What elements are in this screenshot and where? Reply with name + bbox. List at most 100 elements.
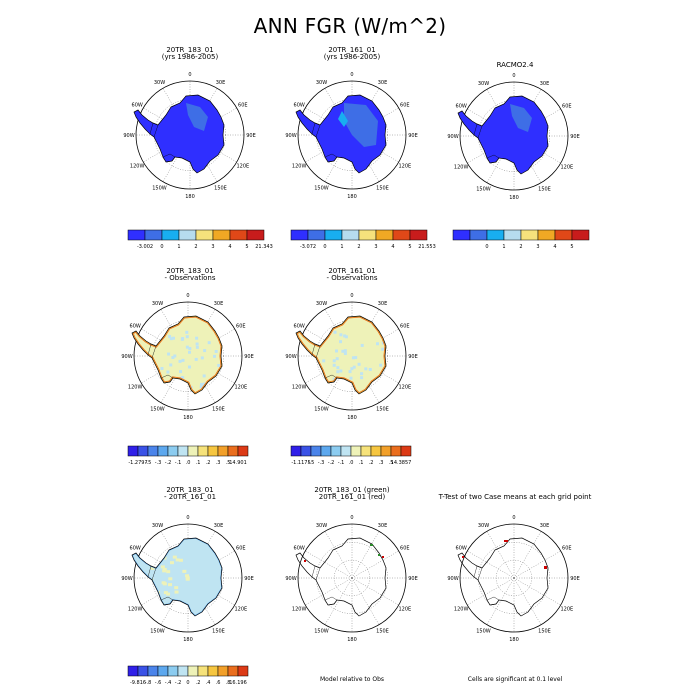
ice-shelf	[311, 122, 321, 138]
longitude-line	[143, 107, 191, 136]
longitude-label: 90E	[408, 576, 418, 582]
colorbar-label: -.2	[175, 680, 182, 686]
colorbar-label: -.6	[155, 680, 162, 686]
data-cell	[354, 356, 358, 360]
longitude-label: 120E	[236, 163, 249, 169]
longitude-label: 60E	[400, 545, 410, 551]
data-cell	[185, 335, 189, 339]
red-cell	[382, 556, 384, 558]
data-cell	[166, 570, 171, 574]
longitude-label: 120W	[292, 163, 307, 169]
data-cell	[160, 565, 165, 569]
colorbar-segment	[161, 229, 180, 241]
colorbar-1: -3.002 0 1 2 3 4 5 21.343	[118, 228, 274, 256]
colorbar-label: .0	[349, 460, 354, 466]
longitude-label: 0	[512, 515, 515, 521]
longitude-label: 30W	[316, 523, 327, 529]
data-cell	[181, 358, 185, 362]
longitude-line	[162, 88, 191, 136]
data-cell	[169, 363, 173, 367]
colorbar-segment	[177, 445, 189, 457]
data-cell	[343, 334, 347, 338]
colorbar-segment	[157, 445, 169, 457]
data-cell	[167, 352, 171, 356]
longitude-label: 90W	[121, 354, 132, 360]
data-cell	[161, 581, 166, 585]
data-cell	[188, 347, 192, 351]
colorbar-label: 0	[186, 680, 189, 686]
panel-6-title-line1: 20TR_183_01	[166, 486, 214, 494]
longitude-label: 90W	[121, 576, 132, 582]
data-cell	[195, 342, 199, 346]
colorbar-label: .6	[216, 680, 221, 686]
longitude-label: 120E	[398, 163, 411, 169]
data-cell	[185, 577, 190, 581]
colorbar-segment	[187, 445, 199, 457]
longitude-line	[141, 550, 189, 579]
ice-shelf	[324, 596, 338, 606]
longitude-label: 120W	[292, 384, 307, 390]
panel-3-title: RACMO2.4	[425, 62, 605, 69]
longitude-line	[351, 134, 380, 182]
longitude-label: 30E	[216, 80, 226, 86]
ice-shelf	[149, 122, 159, 138]
colorbar-segment	[486, 229, 505, 241]
ice-shelf	[147, 565, 157, 581]
colorbar-label: 4	[228, 244, 231, 250]
panel-5-title: 20TR_161_01 - Observations	[262, 268, 442, 282]
longitude-label: 150W	[152, 186, 167, 192]
ice-shelf	[311, 343, 321, 359]
longitude-label: 90W	[285, 354, 296, 360]
colorbar-label: -3.072	[300, 244, 316, 250]
colorbar-segment	[127, 229, 146, 241]
longitude-label: 90W	[447, 576, 458, 582]
data-cell	[360, 372, 364, 376]
data-cell	[202, 374, 206, 378]
longitude-label: 30E	[540, 523, 550, 529]
panel-8-title-line1: T-Test of two Case means at each grid po…	[438, 493, 592, 501]
longitude-line	[351, 88, 380, 136]
longitude-label: 150E	[538, 187, 551, 193]
latitude-circle	[495, 559, 533, 597]
longitude-label: 180	[509, 637, 519, 643]
colorbar-segment	[375, 229, 394, 241]
colorbar-segment	[217, 665, 229, 677]
longitude-label: 30E	[540, 81, 550, 87]
latitude-circle	[333, 559, 371, 597]
longitude-label: 30W	[152, 523, 163, 529]
data-cell	[351, 356, 355, 360]
longitude-label: 150E	[538, 629, 551, 635]
data-cell	[178, 359, 182, 363]
longitude-label: 30E	[214, 523, 224, 529]
data-cell	[364, 367, 368, 371]
antarctica-fill	[132, 316, 222, 394]
longitude-label: 0	[188, 72, 191, 78]
longitude-line	[189, 107, 237, 136]
colorbar-segment	[290, 445, 302, 457]
panel-4-title: 20TR_183_01 - Observations	[100, 268, 280, 282]
longitude-label: 150E	[376, 407, 389, 413]
data-cell	[352, 365, 356, 369]
colorbar-label: -.5	[145, 460, 152, 466]
data-cell	[203, 349, 207, 353]
colorbar-segment	[307, 229, 326, 241]
longitude-label: 30E	[378, 80, 388, 86]
data-cell	[195, 336, 199, 340]
longitude-label: 0	[350, 72, 353, 78]
data-cell	[168, 335, 172, 339]
data-cell	[207, 341, 211, 345]
longitude-label: 150E	[376, 629, 389, 635]
antarctica-fill	[296, 316, 386, 394]
colorbar-segment	[537, 229, 556, 241]
colorbar-label: -.2	[328, 460, 335, 466]
model-relative-note: Model relative to Obs	[319, 676, 385, 683]
longitude-line	[187, 550, 235, 579]
data-cell	[166, 370, 170, 374]
longitude-label: 30W	[316, 301, 327, 307]
longitude-line	[162, 134, 191, 182]
colorbar-segment	[469, 229, 488, 241]
longitude-label: 0	[186, 293, 189, 299]
map-panel-1: 0 30E 60E 90E 120E 150E 180 150W 120W 90W 60W 30W	[120, 65, 260, 205]
figure-title: ANN FGR (W/m^2)	[253, 14, 447, 38]
longitude-label: 90W	[285, 576, 296, 582]
